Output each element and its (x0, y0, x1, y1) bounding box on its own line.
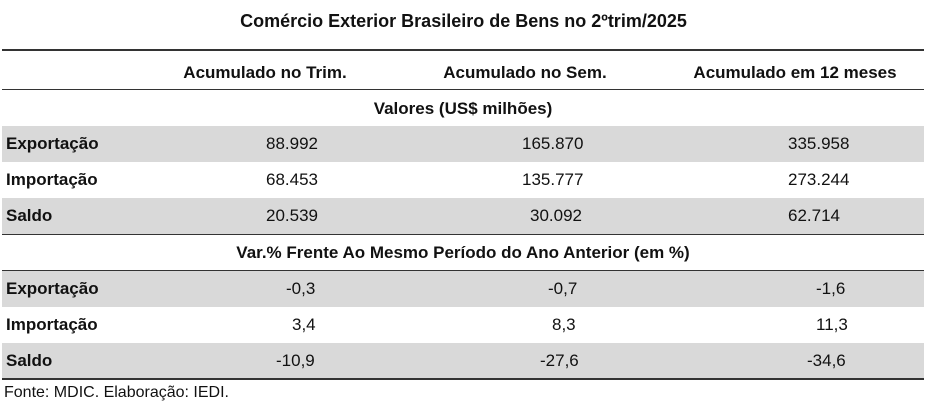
value-cell: -10,9 (276, 351, 315, 370)
section-heading-values: Valores (US$ milhões) (373, 99, 553, 118)
table-row: Importação 3,4 8,3 11,3 (2, 307, 924, 343)
value-cell: -34,6 (807, 351, 846, 370)
table-row: Saldo -10,9 -27,6 -34,6 (2, 343, 924, 379)
value-cell: 8,3 (552, 315, 576, 334)
value-cell: 62.714 (788, 206, 840, 225)
value-cell: 20.539 (266, 206, 318, 225)
value-cell: 273.244 (788, 170, 850, 189)
source-note: Fonte: MDIC. Elaboração: IEDI. (4, 384, 229, 401)
value-cell: 30.092 (530, 206, 582, 225)
value-cell: -27,6 (540, 351, 579, 370)
row-label: Saldo (6, 351, 53, 370)
value-cell: 3,4 (292, 315, 316, 334)
top-rule (2, 49, 924, 51)
table-row: Importação 68.453 135.777 273.244 (2, 162, 924, 198)
table-title: Comércio Exterior Brasileiro de Bens no … (240, 11, 687, 31)
table-row: Exportação 88.992 165.870 335.958 (2, 126, 924, 162)
value-cell: 335.958 (788, 134, 850, 153)
header-rule (2, 89, 924, 90)
table-row: Exportação -0,3 -0,7 -1,6 (2, 271, 924, 307)
value-cell: -0,3 (286, 279, 316, 298)
value-cell: 165.870 (522, 134, 584, 153)
column-header-sem: Acumulado no Sem. (443, 63, 607, 82)
value-cell: 11,3 (816, 315, 848, 334)
column-header-trim: Acumulado no Trim. (183, 63, 347, 82)
row-label: Exportação (6, 279, 99, 298)
row-label: Importação (6, 315, 98, 334)
table-row: Saldo 20.539 30.092 62.714 (2, 198, 924, 234)
bottom-rule (2, 378, 924, 380)
row-label: Saldo (6, 206, 53, 225)
value-cell: -1,6 (816, 279, 846, 298)
value-cell: 88.992 (266, 134, 318, 153)
value-cell: 68.453 (266, 170, 318, 189)
value-cell: -0,7 (548, 279, 578, 298)
column-header-12m: Acumulado em 12 meses (693, 63, 897, 82)
value-cell: 135.777 (522, 170, 584, 189)
row-label: Exportação (6, 134, 99, 153)
section-rule (2, 234, 924, 235)
row-label: Importação (6, 170, 98, 189)
section-rule (2, 270, 924, 271)
section-heading-variation: Var.% Frente Ao Mesmo Período do Ano Ant… (236, 243, 690, 262)
